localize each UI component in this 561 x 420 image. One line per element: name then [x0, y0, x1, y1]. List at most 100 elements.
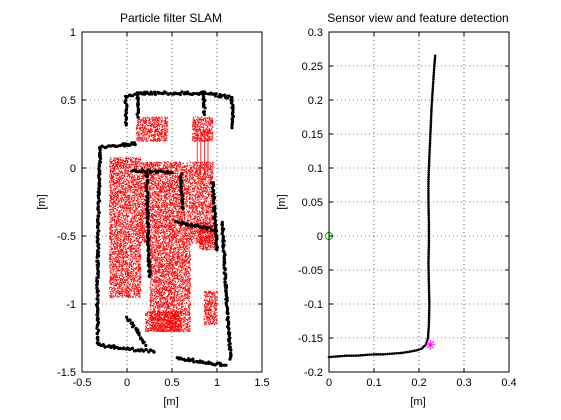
particle-point	[116, 221, 118, 223]
particle-point	[192, 129, 194, 131]
particle-point	[139, 294, 141, 296]
particle-point	[142, 132, 144, 134]
particle-point	[114, 161, 116, 163]
particle-point	[139, 266, 141, 268]
particle-point	[129, 293, 131, 295]
particle-point	[110, 294, 112, 296]
particle-point	[125, 255, 127, 257]
particle-point	[128, 210, 130, 212]
particle-point	[193, 133, 195, 135]
particle-point	[131, 226, 133, 228]
particle-point	[119, 161, 121, 163]
particle-point	[208, 116, 210, 118]
particle-point	[145, 123, 147, 125]
particle-point	[131, 161, 133, 163]
particle-point	[110, 211, 112, 213]
particle-point	[124, 219, 126, 221]
particle-point	[155, 179, 157, 181]
particle-point	[136, 139, 138, 141]
particle-point	[112, 244, 114, 246]
particle-point	[133, 185, 135, 187]
particle-point	[124, 181, 126, 183]
particle-point	[139, 275, 141, 277]
particle-point	[114, 168, 116, 170]
particle-point	[123, 172, 125, 174]
particle-point	[144, 133, 146, 135]
particle-point	[126, 209, 128, 211]
particle-point	[130, 157, 132, 159]
particle-point	[112, 282, 114, 284]
particle-point	[127, 215, 129, 217]
particle-point	[137, 224, 139, 226]
particle-point	[125, 222, 127, 224]
particle-point	[154, 123, 156, 125]
particle-point	[139, 274, 141, 276]
particle-point	[155, 130, 157, 132]
particle-point	[136, 162, 138, 164]
particle-point	[128, 215, 130, 217]
particle-point	[110, 159, 112, 161]
particle-point	[137, 122, 139, 124]
particle-point	[124, 173, 126, 175]
particle-point	[126, 267, 128, 269]
particle-point	[197, 119, 199, 121]
particle-point	[137, 157, 139, 159]
particle-point	[123, 200, 125, 202]
particle-point	[120, 246, 122, 248]
particle-point	[138, 259, 140, 261]
particle-point	[123, 290, 125, 292]
particle-point	[161, 219, 163, 221]
particle-point	[167, 211, 169, 213]
particle-point	[172, 198, 174, 200]
particle-point	[139, 283, 141, 285]
particle-point	[121, 194, 123, 196]
particle-point	[123, 242, 125, 244]
particle-point	[115, 276, 117, 278]
particle-point	[210, 125, 212, 127]
particle-point	[120, 210, 122, 212]
particle-point	[170, 210, 172, 212]
particle-point	[129, 164, 131, 166]
particle-point	[192, 133, 194, 135]
particle-point	[143, 117, 145, 119]
particle-point	[139, 284, 141, 286]
particle-point	[133, 179, 135, 181]
particle-point	[138, 270, 140, 272]
particle-point	[109, 260, 111, 262]
particle-point	[149, 122, 151, 124]
particle-point	[200, 129, 202, 131]
particle-point	[116, 186, 118, 188]
particle-point	[128, 235, 130, 237]
particle-point	[165, 137, 167, 139]
particle-point	[123, 197, 125, 199]
particle-point	[118, 232, 120, 234]
particle-point	[126, 187, 128, 189]
particle-point	[110, 250, 112, 252]
particle-point	[116, 255, 118, 257]
particle-point	[110, 263, 112, 265]
particle-point	[165, 132, 167, 134]
particle-point	[154, 131, 156, 133]
particle-point	[115, 208, 117, 210]
particle-point	[165, 135, 167, 137]
particle-point	[166, 117, 168, 119]
particle-point	[139, 159, 141, 161]
particle-point	[136, 125, 138, 127]
particle-point	[144, 226, 146, 228]
particle-point	[141, 139, 143, 141]
particle-point	[111, 279, 113, 281]
particle-point	[129, 253, 131, 255]
particle-point	[148, 117, 150, 119]
particle-point	[116, 272, 118, 274]
particle-point	[153, 126, 155, 128]
particle-point	[144, 121, 146, 123]
particle-point	[208, 139, 210, 141]
particle-point	[121, 225, 123, 227]
particle-point	[112, 217, 114, 219]
particle-point	[122, 232, 124, 234]
particle-point	[122, 295, 124, 297]
particle-point	[136, 258, 138, 260]
particle-point	[138, 262, 140, 264]
particle-point	[113, 279, 115, 281]
particle-point	[112, 160, 114, 162]
